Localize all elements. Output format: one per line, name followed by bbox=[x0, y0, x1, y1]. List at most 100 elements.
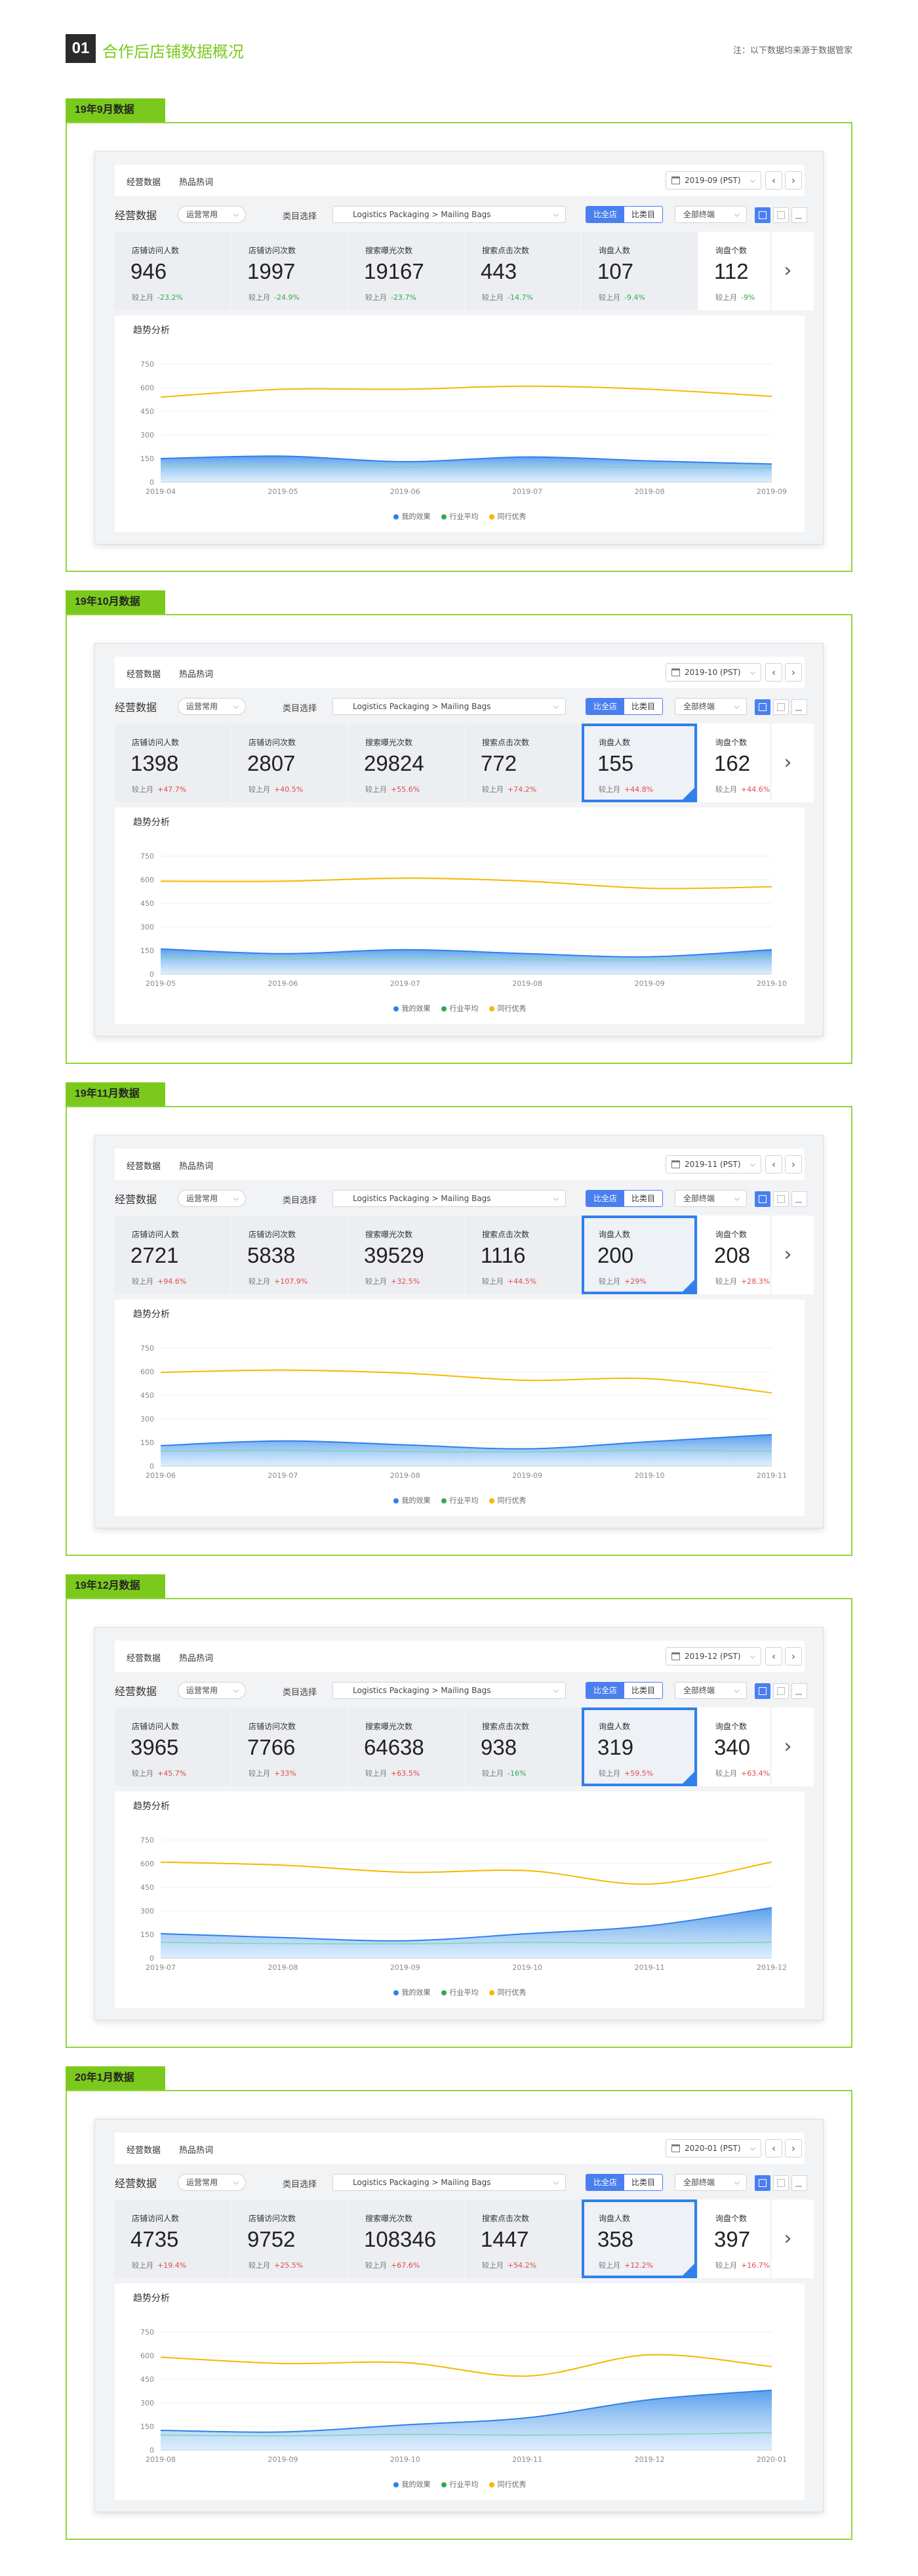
prev-month-button[interactable]: ‹ bbox=[765, 171, 782, 190]
terminal-select[interactable]: 全部终端 ⌵ bbox=[675, 2174, 747, 2191]
download-button[interactable] bbox=[791, 699, 807, 715]
tab-business-data[interactable]: 经营数据 bbox=[127, 1159, 161, 1172]
metric-card[interactable]: 搜索点击次数938较上月-16% bbox=[465, 1707, 580, 1786]
trend-view-button[interactable] bbox=[755, 1191, 770, 1207]
table-view-button[interactable] bbox=[773, 1683, 789, 1699]
date-select[interactable]: 2019-12 (PST) ⌵ bbox=[666, 1647, 761, 1666]
tab-hot-products[interactable]: 热品热词 bbox=[179, 175, 213, 188]
metric-card[interactable]: 询盘人数155较上月+44.8% bbox=[582, 724, 697, 802]
date-select[interactable]: 2019-09 (PST) ⌵ bbox=[666, 171, 761, 190]
compare-shop-button[interactable]: 比全店 bbox=[586, 207, 624, 222]
metric-card[interactable]: 搜索点击次数443较上月-14.7% bbox=[465, 232, 580, 310]
metric-card[interactable]: 询盘人数319较上月+59.5% bbox=[582, 1707, 697, 1786]
next-month-button[interactable]: › bbox=[785, 171, 802, 190]
category-select[interactable]: Logistics Packaging > Mailing Bags ⌵ bbox=[332, 206, 566, 223]
category-select[interactable]: Logistics Packaging > Mailing Bags ⌵ bbox=[332, 2174, 566, 2191]
more-metrics-button[interactable]: › bbox=[770, 1707, 805, 1786]
metric-card[interactable]: 搜索曝光次数64638较上月+63.5% bbox=[348, 1707, 464, 1786]
legend-item[interactable]: 同行优秀 bbox=[489, 1003, 527, 1013]
download-button[interactable] bbox=[791, 207, 807, 223]
metric-card[interactable]: 搜索点击次数772较上月+74.2% bbox=[465, 724, 580, 802]
tab-hot-products[interactable]: 热品热词 bbox=[179, 1651, 213, 1664]
terminal-select[interactable]: 全部终端 ⌵ bbox=[675, 1682, 747, 1699]
table-view-button[interactable] bbox=[773, 699, 789, 715]
prev-month-button[interactable]: ‹ bbox=[765, 663, 782, 682]
compare-shop-button[interactable]: 比全店 bbox=[586, 1191, 624, 1206]
compare-shop-button[interactable]: 比全店 bbox=[586, 699, 624, 714]
more-metrics-button[interactable]: › bbox=[770, 232, 805, 310]
legend-item[interactable]: 我的效果 bbox=[393, 1987, 431, 1997]
tab-hot-products[interactable]: 热品热词 bbox=[179, 2143, 213, 2156]
terminal-select[interactable]: 全部终端 ⌵ bbox=[675, 206, 747, 223]
next-month-button[interactable]: › bbox=[785, 1647, 802, 1666]
prev-month-button[interactable]: ‹ bbox=[765, 1647, 782, 1666]
compare-shop-button[interactable]: 比全店 bbox=[586, 2175, 624, 2190]
metric-card[interactable]: 搜索曝光次数19167较上月-23.7% bbox=[348, 232, 464, 310]
metric-card[interactable]: 店铺访问人数1398较上月+47.7% bbox=[115, 724, 230, 802]
tab-business-data[interactable]: 经营数据 bbox=[127, 2143, 161, 2156]
frequency-select[interactable]: 运营常用 ⌵ bbox=[178, 1682, 246, 1699]
metric-card[interactable]: 店铺访问人数2721较上月+94.6% bbox=[115, 1216, 230, 1294]
frequency-select[interactable]: 运营常用 ⌵ bbox=[178, 698, 246, 715]
category-select[interactable]: Logistics Packaging > Mailing Bags ⌵ bbox=[332, 698, 566, 715]
category-select[interactable]: Logistics Packaging > Mailing Bags ⌵ bbox=[332, 1190, 566, 1207]
legend-item[interactable]: 同行优秀 bbox=[489, 1987, 527, 1997]
metric-card[interactable]: 搜索点击次数1447较上月+54.2% bbox=[465, 2199, 580, 2278]
date-select[interactable]: 2020-01 (PST) ⌵ bbox=[666, 2139, 761, 2157]
legend-item[interactable]: 同行优秀 bbox=[489, 511, 527, 521]
legend-item[interactable]: 行业平均 bbox=[441, 1003, 479, 1013]
legend-item[interactable]: 行业平均 bbox=[441, 511, 479, 521]
metric-card[interactable]: 店铺访问人数3965较上月+45.7% bbox=[115, 1707, 230, 1786]
metric-card[interactable]: 店铺访问人数4735较上月+19.4% bbox=[115, 2199, 230, 2278]
metric-card[interactable]: 店铺访问次数5838较上月+107.9% bbox=[231, 1216, 347, 1294]
legend-item[interactable]: 行业平均 bbox=[441, 1987, 479, 1997]
trend-view-button[interactable] bbox=[755, 2175, 770, 2191]
compare-category-button[interactable]: 比类目 bbox=[624, 207, 662, 222]
frequency-select[interactable]: 运营常用 ⌵ bbox=[178, 206, 246, 223]
legend-item[interactable]: 行业平均 bbox=[441, 2479, 479, 2489]
trend-view-button[interactable] bbox=[755, 1683, 770, 1699]
metric-card[interactable]: 店铺访问次数1997较上月-24.9% bbox=[231, 232, 347, 310]
metric-card[interactable]: 搜索曝光次数39529较上月+32.5% bbox=[348, 1216, 464, 1294]
legend-item[interactable]: 我的效果 bbox=[393, 1495, 431, 1505]
prev-month-button[interactable]: ‹ bbox=[765, 1155, 782, 1174]
more-metrics-button[interactable]: › bbox=[770, 2199, 805, 2278]
terminal-select[interactable]: 全部终端 ⌵ bbox=[675, 1190, 747, 1207]
tab-business-data[interactable]: 经营数据 bbox=[127, 1651, 161, 1664]
prev-month-button[interactable]: ‹ bbox=[765, 2139, 782, 2157]
more-metrics-button[interactable]: › bbox=[770, 1216, 805, 1294]
trend-view-button[interactable] bbox=[755, 207, 770, 223]
date-select[interactable]: 2019-11 (PST) ⌵ bbox=[666, 1155, 761, 1174]
tab-business-data[interactable]: 经营数据 bbox=[127, 667, 161, 680]
trend-view-button[interactable] bbox=[755, 699, 770, 715]
metric-card[interactable]: 搜索曝光次数29824较上月+55.6% bbox=[348, 724, 464, 802]
metric-card[interactable]: 搜索点击次数1116较上月+44.5% bbox=[465, 1216, 580, 1294]
next-month-button[interactable]: › bbox=[785, 663, 802, 682]
tab-business-data[interactable]: 经营数据 bbox=[127, 175, 161, 188]
legend-item[interactable]: 我的效果 bbox=[393, 1003, 431, 1013]
tab-hot-products[interactable]: 热品热词 bbox=[179, 667, 213, 680]
metric-card[interactable]: 店铺访问次数9752较上月+25.5% bbox=[231, 2199, 347, 2278]
legend-item[interactable]: 同行优秀 bbox=[489, 2479, 527, 2489]
terminal-select[interactable]: 全部终端 ⌵ bbox=[675, 698, 747, 715]
download-button[interactable] bbox=[791, 1683, 807, 1699]
tab-hot-products[interactable]: 热品热词 bbox=[179, 1159, 213, 1172]
compare-category-button[interactable]: 比类目 bbox=[624, 1683, 662, 1698]
table-view-button[interactable] bbox=[773, 2175, 789, 2191]
metric-card[interactable]: 搜索曝光次数108346较上月+67.6% bbox=[348, 2199, 464, 2278]
compare-category-button[interactable]: 比类目 bbox=[624, 2175, 662, 2190]
legend-item[interactable]: 我的效果 bbox=[393, 511, 431, 521]
metric-card[interactable]: 店铺访问人数946较上月-23.2% bbox=[115, 232, 230, 310]
metric-card[interactable]: 询盘人数358较上月+12.2% bbox=[582, 2199, 697, 2278]
next-month-button[interactable]: › bbox=[785, 1155, 802, 1174]
date-select[interactable]: 2019-10 (PST) ⌵ bbox=[666, 663, 761, 682]
legend-item[interactable]: 行业平均 bbox=[441, 1495, 479, 1505]
legend-item[interactable]: 我的效果 bbox=[393, 2479, 431, 2489]
compare-category-button[interactable]: 比类目 bbox=[624, 1191, 662, 1206]
next-month-button[interactable]: › bbox=[785, 2139, 802, 2157]
download-button[interactable] bbox=[791, 2175, 807, 2191]
metric-card[interactable]: 询盘人数200较上月+29% bbox=[582, 1216, 697, 1294]
frequency-select[interactable]: 运营常用 ⌵ bbox=[178, 1190, 246, 1207]
frequency-select[interactable]: 运营常用 ⌵ bbox=[178, 2174, 246, 2191]
compare-shop-button[interactable]: 比全店 bbox=[586, 1683, 624, 1698]
